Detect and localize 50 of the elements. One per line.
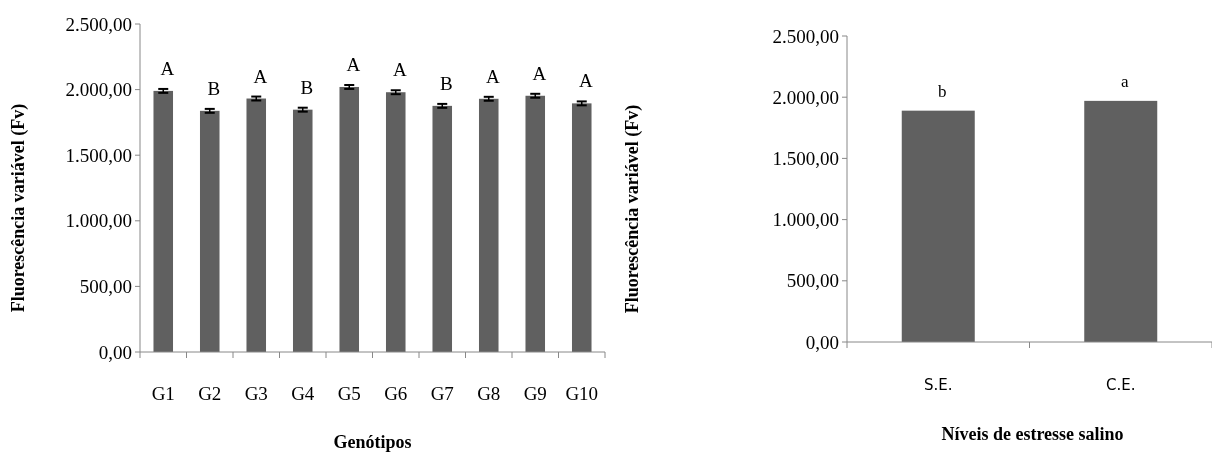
x-tick-label: G7 xyxy=(430,383,454,404)
y-tick-label: 1.000,00 xyxy=(65,210,132,232)
annotation: a xyxy=(1120,71,1129,91)
bar xyxy=(525,95,546,352)
y-tick-label: 500,00 xyxy=(79,276,132,298)
y-tick-label: 0,00 xyxy=(98,341,132,363)
bar xyxy=(385,92,406,352)
x-tick-label: G2 xyxy=(198,383,222,404)
y-axis-title: Fluorescência variável (Fv) xyxy=(622,104,644,314)
y-tick-label: 1.500,00 xyxy=(65,144,132,166)
x-tick-label: G5 xyxy=(337,383,361,404)
annotation: A xyxy=(485,65,500,87)
bar xyxy=(478,98,499,352)
x-tick-label: G1 xyxy=(151,383,175,404)
annotation: A xyxy=(392,59,407,81)
annotation: A xyxy=(532,62,547,84)
x-tick-label: C.E. xyxy=(1106,376,1136,394)
annotation: b xyxy=(938,81,947,101)
y-tick-label: 2.000,00 xyxy=(65,79,132,101)
annotation: B xyxy=(439,72,453,94)
y-tick-label: 0,00 xyxy=(805,331,839,353)
bar xyxy=(432,105,453,352)
x-axis-title: Níveis de estresse salino xyxy=(941,424,1124,444)
x-tick-label: G4 xyxy=(291,383,315,404)
bar xyxy=(292,109,313,352)
y-tick-label: 2.000,00 xyxy=(772,86,839,108)
x-tick-label: G10 xyxy=(565,383,599,404)
y-axis-title: Fluorescência variável (Fv) xyxy=(8,103,30,313)
bar xyxy=(339,86,360,352)
x-tick-label: G8 xyxy=(477,383,501,404)
y-tick-label: 2.500,00 xyxy=(65,13,132,35)
x-axis-title: Genótipos xyxy=(333,432,412,452)
bar xyxy=(571,103,592,352)
y-tick-label: 1.500,00 xyxy=(772,148,839,170)
x-tick-label: G3 xyxy=(244,383,268,404)
annotation: B xyxy=(207,77,221,99)
y-tick-label: 1.000,00 xyxy=(772,209,839,231)
bar xyxy=(153,90,174,352)
bar xyxy=(246,98,267,352)
y-tick-label: 2.500,00 xyxy=(772,25,839,47)
annotation: A xyxy=(346,54,361,76)
annotation: B xyxy=(300,76,314,98)
annotation: A xyxy=(253,65,268,87)
x-tick-label: G6 xyxy=(384,383,408,404)
annotation: A xyxy=(160,57,175,79)
x-tick-label: S.E. xyxy=(923,376,953,394)
y-tick-label: 500,00 xyxy=(786,270,839,292)
annotation: A xyxy=(578,70,593,92)
x-tick-label: G9 xyxy=(523,383,547,404)
bar xyxy=(199,110,220,352)
